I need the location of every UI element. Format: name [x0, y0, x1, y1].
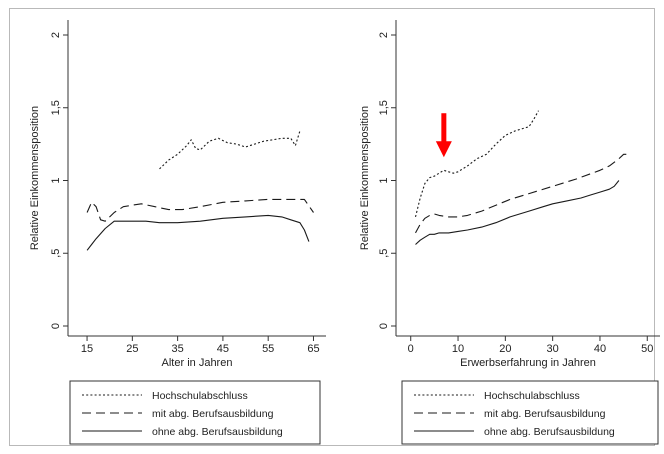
y-tick-label: 0	[378, 323, 390, 329]
legend-label: Hochschulabschluss	[484, 390, 580, 402]
series-line-hochschulabschluss	[414, 110, 539, 218]
x-tick-label: 20	[499, 343, 511, 355]
y-axis-label: Relative Einkommensposition	[359, 106, 371, 250]
y-tick-label: 1	[50, 177, 62, 183]
series-line-hochschulabschluss	[159, 130, 301, 170]
y-axis-label: Relative Einkommensposition	[29, 106, 41, 250]
x-axis-label: Alter in Jahren	[162, 357, 233, 369]
y-tick-label: 2	[50, 32, 62, 38]
y-tick-label: 0	[50, 323, 62, 329]
series-line-ohne-abg-berufsausbildung	[86, 214, 310, 251]
annotation-arrow-head	[435, 141, 452, 158]
x-tick-label: 10	[452, 343, 464, 355]
x-tick-label: 65	[307, 343, 319, 355]
y-tick-label: 1,5	[50, 100, 62, 115]
x-tick-label: 35	[171, 343, 183, 355]
legend-label: ohne abg. Berufsausbildung	[152, 426, 283, 438]
legend-label: Hochschulabschluss	[152, 390, 248, 402]
x-tick-label: 0	[408, 343, 414, 355]
legend-label: mit abg. Berufsausbildung	[152, 408, 274, 420]
y-tick-label: 1,5	[378, 100, 390, 115]
y-tick-label: 2	[378, 32, 390, 38]
series-line-mit-abg-berufsausbildung	[86, 198, 314, 222]
y-tick-label: 1	[378, 177, 390, 183]
x-axis-label: Erwerbserfahrung in Jahren	[460, 357, 596, 369]
x-tick-label: 45	[217, 343, 229, 355]
y-tick-label: ,5	[50, 249, 62, 258]
x-tick-label: 25	[126, 343, 138, 355]
y-tick-label: ,5	[378, 249, 390, 258]
legend-box	[401, 380, 659, 445]
x-tick-label: 15	[81, 343, 93, 355]
series-line-mit-abg-berufsausbildung	[415, 153, 629, 234]
x-tick-label: 50	[641, 343, 653, 355]
x-tick-label: 40	[594, 343, 606, 355]
legend-label: ohne abg. Berufsausbildung	[484, 426, 615, 438]
x-tick-label: 30	[547, 343, 559, 355]
x-tick-label: 55	[262, 343, 274, 355]
series-line-ohne-abg-berufsausbildung	[415, 180, 620, 245]
chart-panel-1: 0 ,5 1 1,5 2 15 25 35 45 55 65 Alter in Jahren Relat…	[29, 20, 326, 445]
legend-label: mit abg. Berufsausbildung	[484, 408, 606, 420]
